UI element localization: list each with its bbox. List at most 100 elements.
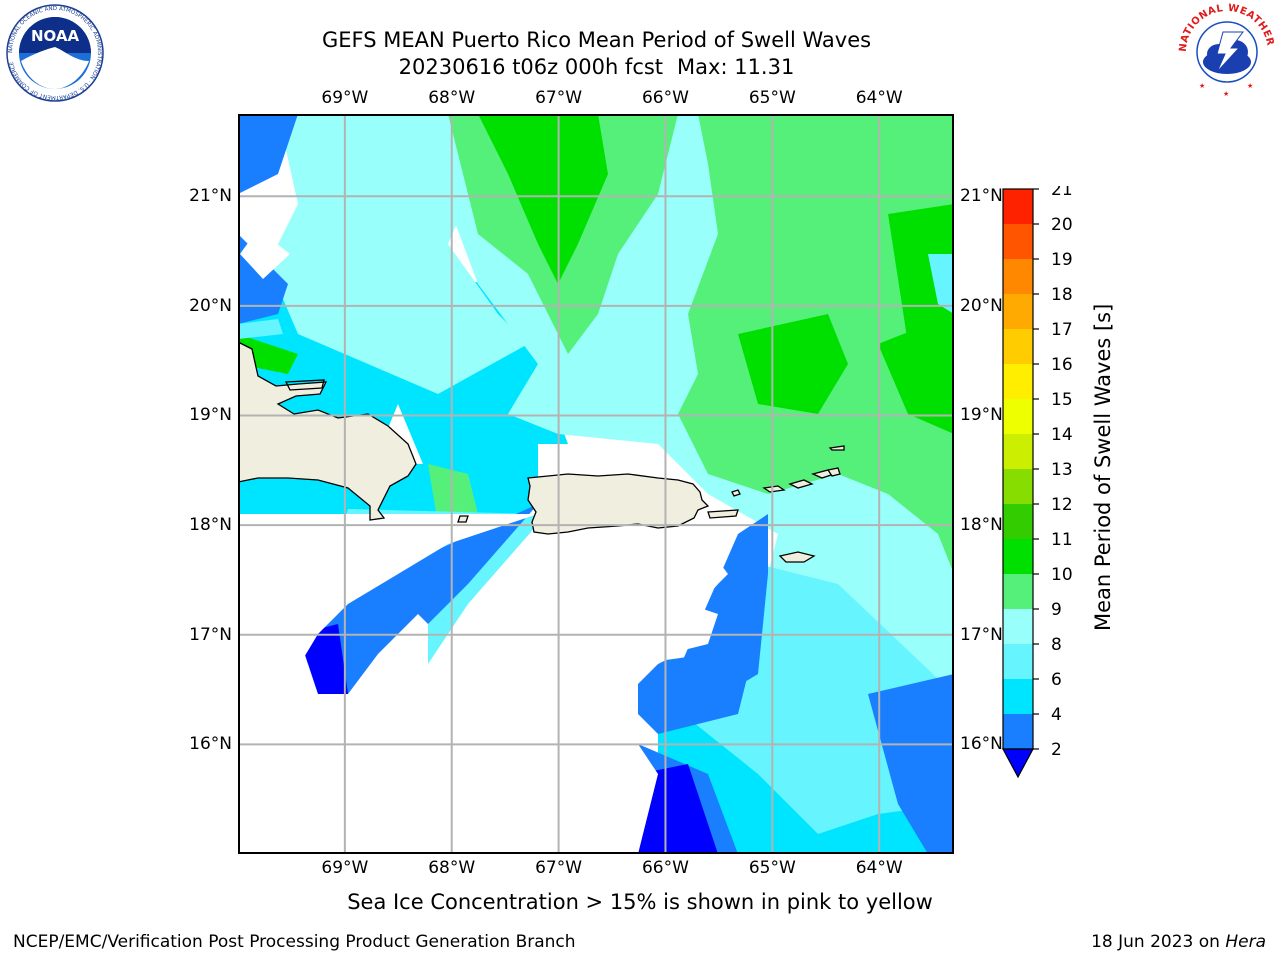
colorbar-bin [1003, 679, 1033, 714]
vieques-island [707, 509, 739, 519]
island [788, 479, 814, 489]
bottom-lon-tick: 66°W [641, 858, 689, 878]
colorbar-tick-label: 11 [1051, 530, 1073, 550]
top-lon-tick: 64°W [855, 88, 903, 108]
land [238, 341, 845, 563]
colorbar: 2 4 6 8 9 10 11 12 13 14 15 16 17 18 19 20 21 [1001, 186, 1073, 779]
colorbar-tick-label: 14 [1051, 425, 1073, 445]
forecast-date: 20230616 t06z 000h fcst [398, 55, 664, 79]
sea-ice-note: Sea Ice Concentration > 15% is shown in … [347, 890, 933, 914]
colorbar-bin [1003, 504, 1033, 539]
colorbar-tick-label: 19 [1051, 250, 1073, 270]
no-data-region [238, 494, 718, 854]
colorbar-bin [1003, 364, 1033, 399]
svg-text:★: ★ [1199, 82, 1205, 90]
colorbar-tick-label: 17 [1051, 320, 1073, 340]
contour-band-10-11 [888, 204, 954, 344]
contour-band-10-11 [738, 314, 848, 414]
colorbar-bin [1003, 574, 1033, 609]
colorbar-tick-label: 21 [1051, 186, 1073, 200]
map-frame [238, 114, 954, 854]
colorbar-tick-label: 16 [1051, 355, 1073, 375]
top-lon-tick: 67°W [535, 88, 583, 108]
top-lon-tick: 65°W [748, 88, 796, 108]
contour-band-6-8 [238, 319, 283, 339]
contour-band-2-4 [868, 674, 954, 854]
chart-title: GEFS MEAN Puerto Rico Mean Period of Swe… [321, 28, 872, 52]
contour-band-9-10 [448, 114, 954, 574]
colorbar-bin [1003, 399, 1033, 434]
colorbar-tick-label: 15 [1051, 390, 1073, 410]
colorbar-bin [1003, 609, 1033, 644]
svg-text:★: ★ [1247, 82, 1253, 90]
bottom-lon-tick: 69°W [321, 858, 369, 878]
colorbar-tick-label: 18 [1051, 285, 1073, 305]
contour-band-6-8 [928, 254, 954, 314]
footer-date-text: 18 Jun 2023 on [1091, 932, 1226, 952]
footer-credit: NCEP/EMC/Verification Post Processing Pr… [13, 932, 576, 952]
right-lat-tick: 21°N [960, 186, 1003, 207]
colorbar-bin [1003, 329, 1033, 364]
no-data-region [638, 534, 728, 674]
right-lat-tick: 20°N [960, 295, 1003, 316]
colorbar-bin [1003, 644, 1033, 679]
colorbar-tick-label: 6 [1051, 670, 1062, 690]
island [826, 467, 841, 477]
top-lon-tick: 68°W [428, 88, 476, 108]
colorbar-bin [1003, 714, 1033, 749]
swell-period-map [238, 114, 954, 854]
island [828, 445, 845, 451]
right-lat-tick: 19°N [960, 405, 1003, 426]
colorbar-bin [1003, 189, 1033, 224]
left-lat-tick: 16°N [189, 734, 232, 755]
right-lat-tick: 17°N [960, 624, 1003, 645]
contour-band-2-4 [238, 114, 298, 194]
colorbar-tick-label: 2 [1051, 740, 1062, 760]
colorbar-bin [1003, 469, 1033, 504]
bottom-lon-tick: 68°W [428, 858, 476, 878]
contour-fill [238, 114, 954, 854]
contour-band-10-11 [478, 114, 608, 284]
noaa-text: NOAA [31, 27, 80, 45]
chart-subtitle: 20230616 t06z 000h fcst Max: 11.31 [0, 54, 1193, 80]
island [731, 489, 741, 497]
colorbar-bin [1003, 434, 1033, 469]
colorbar-tick-label: 4 [1051, 705, 1062, 725]
colorbar-tick-label: 12 [1051, 495, 1073, 515]
footer-host: Hera [1225, 932, 1266, 952]
colorbar-bin [1003, 539, 1033, 574]
left-lat-tick: 19°N [189, 405, 232, 426]
coastline [284, 379, 325, 391]
left-lat-tick: 18°N [189, 515, 232, 536]
graticule [238, 114, 954, 854]
colorbar-extend-arrow [1001, 748, 1035, 779]
contour-band-2-4 [638, 584, 758, 734]
right-lat-tick: 18°N [960, 515, 1003, 536]
st-croix-island [778, 551, 816, 563]
colorbar-tick-label: 9 [1051, 600, 1062, 620]
svg-text:★: ★ [1223, 90, 1229, 98]
colorbar-tick-label: 10 [1051, 565, 1073, 585]
colorbar-bin [1003, 294, 1033, 329]
contour-band-10-11 [878, 314, 954, 434]
colorbar-title: Mean Period of Swell Waves [s] [1091, 303, 1115, 631]
left-lat-tick: 20°N [189, 295, 232, 316]
left-lat-tick: 21°N [189, 186, 232, 207]
colorbar-tick-label: 8 [1051, 635, 1062, 655]
bottom-lon-tick: 64°W [855, 858, 903, 878]
right-lat-tick: 16°N [960, 734, 1003, 755]
no-data-region [240, 229, 290, 279]
top-lon-tick: 69°W [321, 88, 369, 108]
footer-date: 18 Jun 2023 on Hera [1091, 932, 1266, 952]
noaa-logo-icon: NATIONAL OCEANIC AND ATMOSPHERIC ADMINIS… [6, 4, 104, 102]
colorbar-tick-label: 20 [1051, 215, 1073, 235]
island [762, 485, 786, 493]
colorbar-bin [1003, 224, 1033, 259]
contour-band-9-10 [428, 464, 478, 524]
left-lat-tick: 17°N [189, 624, 232, 645]
colorbar-tick-label: 13 [1051, 460, 1073, 480]
bottom-lon-tick: 65°W [748, 858, 796, 878]
nws-logo-icon: NATIONAL WEATHER SERVICE ★ ★ ★ [1177, 2, 1275, 99]
bottom-lon-tick: 67°W [535, 858, 583, 878]
top-lon-tick: 66°W [641, 88, 689, 108]
